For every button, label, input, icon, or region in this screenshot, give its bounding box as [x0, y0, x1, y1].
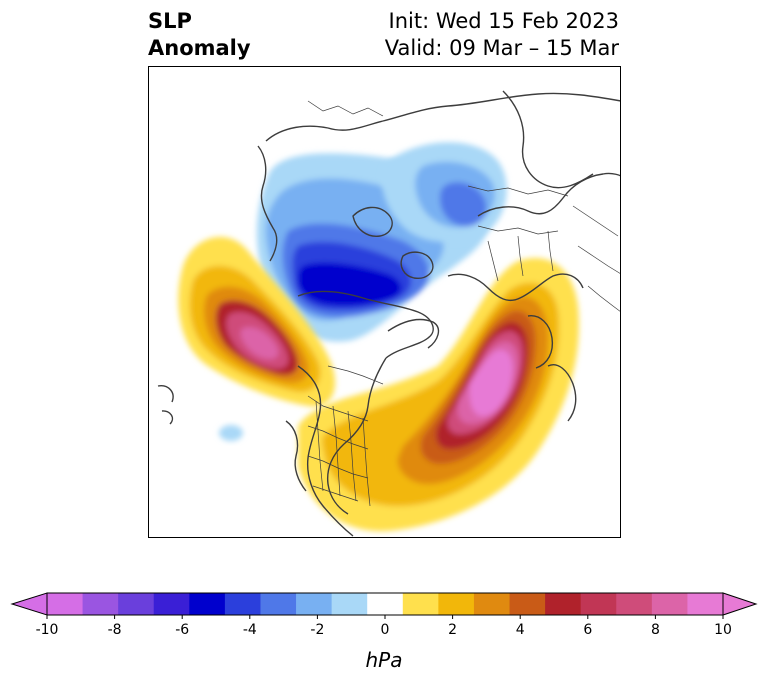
colorbar-ticks: -10 -8 -6 -4 -2 0 2 4 6 8 10: [36, 615, 732, 638]
colorbar-cell: [118, 593, 155, 615]
colorbar-cell: [153, 593, 190, 615]
colorbar-cell: [402, 593, 439, 615]
colorbar-cell: [224, 593, 261, 615]
valid-period: Valid: 09 Mar – 15 Mar: [384, 36, 619, 60]
political-borders: [307, 100, 621, 507]
colorbar-cells: [10, 592, 758, 616]
forecast-dates: Init: Wed 15 Feb 2023 Valid: 09 Mar – 15…: [385, 8, 619, 62]
colorbar-cell: [651, 593, 688, 615]
colorbar-cell: [545, 593, 582, 615]
colorbar-cell: [367, 593, 404, 615]
colorbar-cell: [260, 593, 297, 615]
colorbar-tick-label: 0: [381, 622, 390, 638]
colorbar-cell: [47, 593, 84, 615]
colorbar-tick-label: 2: [448, 622, 457, 638]
colorbar-tick-label: 4: [516, 622, 525, 638]
colorbar-tick-label: -4: [243, 622, 257, 638]
colorbar-tick-label: -2: [310, 622, 324, 638]
colorbar-cell: [580, 593, 617, 615]
colorbar-cell: [331, 593, 368, 615]
colorbar-extend-min: [10, 592, 48, 616]
colorbar-tick-label: -10: [36, 622, 59, 638]
colorbar-tick-label: 10: [714, 622, 732, 638]
colorbar-cell: [687, 593, 724, 615]
colorbar-cell: [296, 593, 333, 615]
colorbar-tick-label: -6: [175, 622, 189, 638]
slp-anomaly-map: [148, 66, 621, 538]
colorbar-tick-label: -8: [108, 622, 122, 638]
colorbar-cell: [473, 593, 511, 615]
colorbar-cell: [616, 593, 653, 615]
colorbar: -10 -8 -6 -4 -2 0 2 4 6 8 10 hPa: [0, 585, 768, 684]
init-date: Init: Wed 15 Feb 2023: [388, 9, 619, 33]
colorbar-cell: [82, 593, 119, 615]
positive-anomaly-northeast-pacific: [178, 236, 336, 407]
colorbar-tick-label: 8: [651, 622, 660, 638]
coastlines: [157, 90, 621, 537]
colorbar-cell: [509, 593, 546, 615]
colorbar-cell: [438, 593, 475, 615]
title-line-2: Anomaly: [148, 36, 251, 60]
colorbar-tick-label: 6: [583, 622, 592, 638]
negative-anomaly-siberia: [381, 142, 507, 243]
map-title: SLP Anomaly: [148, 8, 251, 62]
colorbar-cell: [189, 593, 226, 615]
title-line-1: SLP: [148, 9, 192, 33]
positive-anomaly-north-atlantic: [298, 258, 579, 532]
colorbar-extend-max: [722, 592, 758, 616]
negative-anomaly-pacific-small: [219, 425, 243, 441]
colorbar-unit: hPa: [366, 648, 403, 672]
